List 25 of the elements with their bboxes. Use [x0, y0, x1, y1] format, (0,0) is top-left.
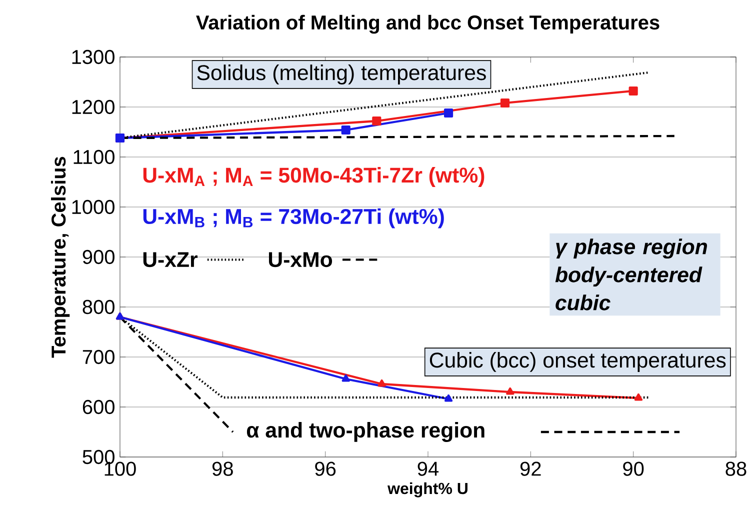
- chart-title: Variation of Melting and bcc Onset Temperatures: [196, 14, 660, 34]
- legend-label: U-xZr: [143, 252, 198, 268]
- y-tick-label: 900: [82, 250, 114, 264]
- legend-label: U-xMo: [268, 252, 332, 268]
- annotation: γ phase region body-centered cubic: [555, 238, 708, 310]
- series-label: U-xM$_{A}$ ; M$_{A}$ = 50Mo-43Ti-7Zr (wt%): [143, 167, 484, 187]
- annotation: α and two-phase region: [246, 422, 484, 442]
- x-tick-label: 98: [212, 462, 233, 476]
- x-axis-title: weight% U: [388, 482, 468, 498]
- y-tick-label: 1100: [74, 150, 114, 164]
- y-tick-label: 1200: [72, 100, 114, 114]
- y-axis-title: Temperature, Celsius: [50, 156, 70, 358]
- annotation: Cubic (bcc) onset temperatures: [430, 352, 726, 372]
- annotation: Solidus (melting) temperatures: [197, 64, 486, 84]
- y-tick-label: 700: [82, 350, 114, 364]
- x-tick-label: 88: [726, 462, 746, 476]
- x-tick-label: 92: [520, 462, 541, 476]
- y-tick-label: 600: [82, 400, 114, 414]
- x-tick-label: 96: [315, 462, 336, 476]
- y-tick-label: 800: [82, 300, 114, 314]
- x-tick-label: 90: [623, 462, 644, 476]
- y-tick-label: 1300: [72, 50, 114, 64]
- text: U-xM$_{B}$ ; M$_{B}$ = 73Mo-27Ti (wt%): [143, 208, 444, 228]
- y-tick-label: 1000: [72, 200, 114, 214]
- x-tick-label: 94: [418, 462, 439, 476]
